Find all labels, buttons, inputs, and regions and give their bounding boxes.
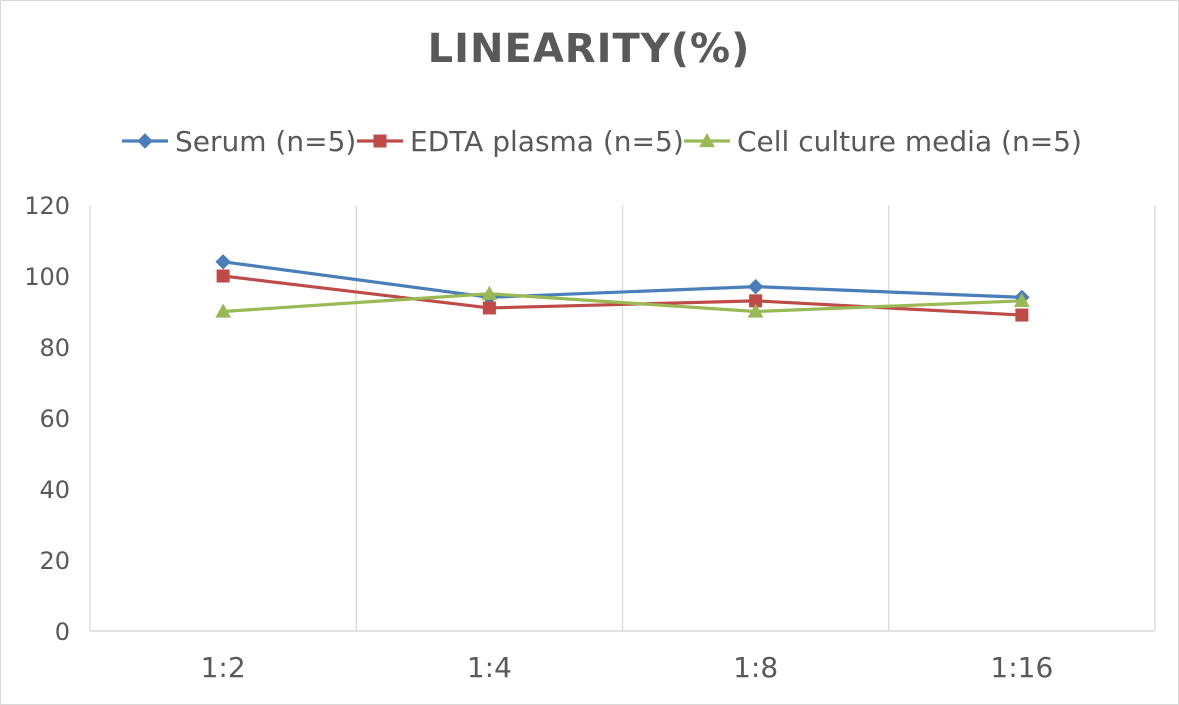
- legend-item: Serum (n=5): [122, 125, 356, 158]
- legend-item: Cell culture media (n=5): [684, 125, 1082, 158]
- legend: Serum (n=5) EDTA plasma (n=5) Cell culture…: [122, 125, 1082, 158]
- chart-title: LINEARITY(%): [428, 26, 751, 72]
- series-triangle: [215, 285, 1030, 318]
- y-tick-label: 40: [39, 476, 70, 504]
- legend-item: EDTA plasma (n=5): [357, 125, 684, 158]
- x-tick-label: 1:2: [201, 651, 246, 684]
- series-line: [223, 292, 1022, 314]
- data-point: [481, 285, 498, 300]
- y-tick-label: 100: [24, 263, 70, 291]
- series-line: [222, 260, 1022, 299]
- legend-marker: [699, 132, 715, 148]
- y-tick-label: 20: [39, 547, 70, 575]
- y-tick-label: 60: [39, 405, 70, 433]
- data-point: [482, 301, 496, 315]
- x-tick-label: 1:8: [733, 651, 778, 684]
- data-point: [747, 303, 764, 318]
- grid-lines: [89, 205, 1156, 631]
- legend-marker: [137, 133, 153, 149]
- series-line: [222, 274, 1022, 317]
- series-group: [215, 254, 1030, 322]
- data-point: [216, 269, 230, 283]
- x-tick-label: 1:16: [990, 651, 1053, 684]
- data-point: [747, 278, 764, 295]
- legend-label: Serum (n=5): [175, 125, 356, 158]
- data-point: [1015, 308, 1029, 322]
- axes: 0 20 40 60 80 100 120 1:2 1:4 1:8 1:16: [24, 192, 1155, 684]
- data-point: [215, 303, 231, 318]
- y-tick-label: 120: [24, 192, 70, 220]
- x-tick-label: 1:4: [467, 651, 512, 684]
- data-point: [1014, 292, 1030, 307]
- y-tick-label: 80: [39, 334, 70, 362]
- y-tick-label: 0: [55, 618, 70, 646]
- series-square: [216, 269, 1029, 322]
- data-point: [215, 254, 231, 270]
- legend-label: EDTA plasma (n=5): [410, 125, 684, 158]
- legend-marker: [373, 134, 387, 148]
- legend-label: Cell culture media (n=5): [737, 125, 1082, 158]
